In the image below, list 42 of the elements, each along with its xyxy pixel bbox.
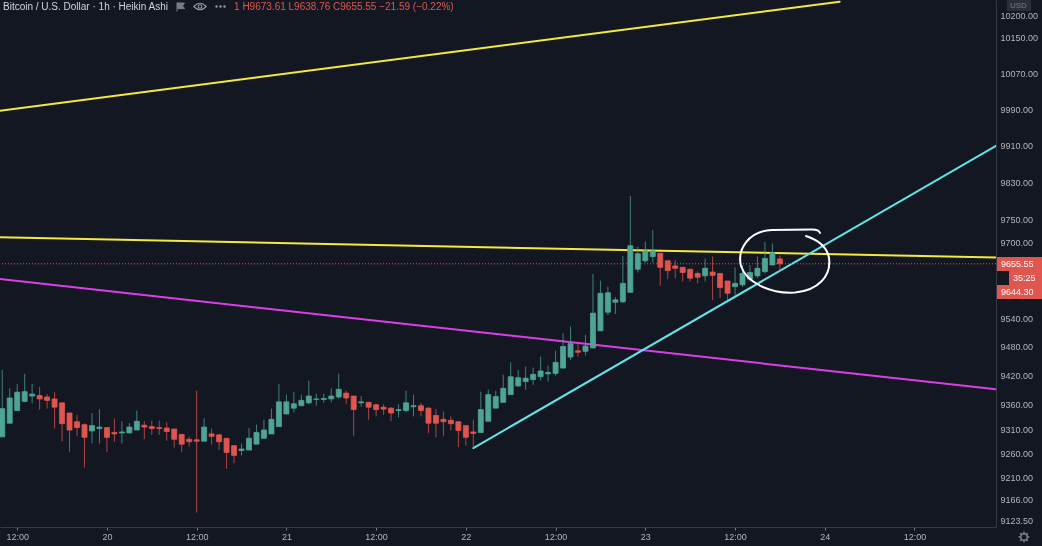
candlestick bbox=[141, 420, 148, 440]
y-tick-label: 10070.00 bbox=[1000, 68, 1039, 79]
text: USD bbox=[1007, 0, 1031, 11]
y-tick-label: 9210.00 bbox=[1000, 473, 1034, 484]
y-tick-label: 9480.00 bbox=[1000, 342, 1034, 353]
y-tick-label: 9700.00 bbox=[1000, 238, 1034, 249]
y-tick-label: 10150.00 bbox=[1000, 32, 1039, 43]
y-tick-label: 9540.00 bbox=[1000, 313, 1034, 324]
text: 35:25 bbox=[1009, 271, 1042, 285]
x-tick-label: 12:00 bbox=[6, 531, 29, 542]
x-tick-label: 12:00 bbox=[903, 531, 927, 542]
chart-title: Bitcoin / U.S. Dollar · 1h · Heikin Ashi bbox=[3, 1, 169, 12]
candlestick bbox=[649, 229, 656, 264]
y-tick-label: 9360.00 bbox=[1000, 400, 1034, 411]
y-tick-label: 9260.00 bbox=[1000, 448, 1034, 459]
candlestick bbox=[575, 343, 581, 358]
y-tick-label: 9830.00 bbox=[1000, 178, 1034, 189]
x-tick-label: 23 bbox=[640, 531, 651, 542]
x-tick-label: 12:00 bbox=[544, 531, 568, 542]
x-tick-label: 20 bbox=[102, 531, 113, 542]
candlestick bbox=[193, 390, 200, 514]
x-tick-label: 24 bbox=[820, 531, 831, 542]
y-tick-label: 9990.00 bbox=[1000, 104, 1034, 115]
y-tick-label: 9166.00 bbox=[1000, 495, 1034, 506]
y-tick-label: 9910.00 bbox=[1000, 141, 1034, 152]
candlestick bbox=[702, 257, 709, 282]
y-tick-label: 9420.00 bbox=[1000, 371, 1034, 382]
y-tick-label: 9310.00 bbox=[1000, 424, 1034, 435]
text: 9644.30 bbox=[997, 285, 1042, 299]
candlestick bbox=[201, 417, 208, 442]
candlestick bbox=[350, 395, 357, 437]
candlestick bbox=[335, 373, 342, 400]
x-tick-label: 21 bbox=[281, 531, 292, 542]
chart-subtitle: 1 H9673.61 L9638.76 C9655.55 −21.59 (−0.22%) bbox=[234, 1, 454, 12]
x-tick-label: 12:00 bbox=[365, 531, 388, 542]
x-tick-label: 12:00 bbox=[724, 531, 747, 542]
ref-line-label: 9655.55 bbox=[997, 257, 1042, 271]
y-tick-label: 9123.50 bbox=[1000, 516, 1034, 527]
x-tick-label: 12:00 bbox=[185, 531, 209, 542]
x-tick-label: 22 bbox=[461, 531, 472, 542]
y-tick-label: 9750.00 bbox=[1000, 215, 1034, 226]
y-tick-label: 10200.00 bbox=[1000, 10, 1039, 21]
